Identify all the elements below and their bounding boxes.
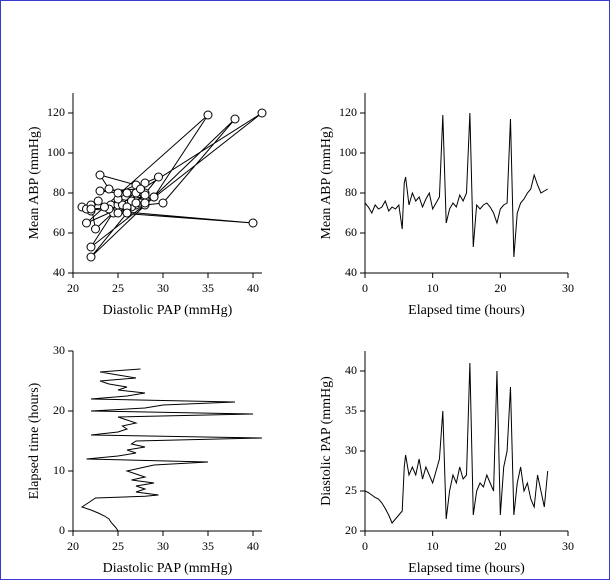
y-tick-label: 40 (53, 265, 65, 279)
y-tick-label: 30 (53, 343, 65, 357)
x-tick-label: 30 (562, 539, 574, 553)
x-axis-label: Diastolic PAP (mmHg) (103, 561, 233, 576)
data-point (257, 108, 267, 118)
data-point (248, 218, 258, 228)
y-tick-label: 80 (345, 185, 357, 199)
y-tick-label: 100 (47, 145, 65, 159)
data-point (122, 188, 132, 198)
y-tick-label: 60 (53, 225, 65, 239)
y-tick-label: 0 (59, 523, 65, 537)
y-tick-label: 30 (345, 443, 357, 457)
x-tick-label: 20 (494, 281, 506, 295)
data-point (149, 192, 159, 202)
y-tick-label: 35 (345, 403, 357, 417)
y-tick-label: 80 (53, 185, 65, 199)
data-point (86, 242, 96, 252)
y-axis-label: Elapsed time (hours) (27, 382, 42, 499)
x-tick-label: 0 (362, 281, 368, 295)
y-tick-label: 40 (345, 265, 357, 279)
data-point (113, 208, 123, 218)
y-tick-label: 120 (339, 105, 357, 119)
x-tick-label: 40 (247, 281, 259, 295)
data-point (131, 198, 141, 208)
data-point (86, 204, 96, 214)
x-axis-label: Elapsed time (hours) (408, 561, 525, 576)
data-point (122, 208, 132, 218)
y-tick-label: 20 (53, 403, 65, 417)
y-tick-label: 20 (345, 523, 357, 537)
data-line (364, 112, 548, 258)
data-line (80, 368, 263, 532)
data-point (158, 198, 168, 208)
data-point (140, 198, 150, 208)
data-point (140, 178, 150, 188)
y-axis-label: Mean ABP (mmHg) (319, 126, 334, 239)
y-tick-label: 100 (339, 145, 357, 159)
x-tick-label: 35 (202, 281, 214, 295)
data-point (100, 202, 109, 212)
data-point (93, 196, 103, 206)
data-point (86, 252, 96, 262)
x-axis-label: Diastolic PAP (mmHg) (103, 303, 233, 318)
data-point (82, 218, 91, 228)
data-point (104, 184, 114, 194)
data-point (113, 188, 123, 198)
data-point (95, 186, 105, 196)
x-tick-label: 0 (362, 539, 368, 553)
data-point (136, 184, 145, 194)
x-tick-label: 30 (562, 281, 574, 295)
data-point (230, 114, 240, 124)
data-point (91, 224, 100, 234)
x-tick-label: 20 (494, 539, 506, 553)
y-axis-label: Mean ABP (mmHg) (27, 126, 42, 239)
x-tick-label: 20 (67, 539, 79, 553)
y-tick-label: 60 (345, 225, 357, 239)
data-point (154, 172, 163, 182)
x-tick-label: 10 (427, 281, 439, 295)
x-tick-label: 30 (157, 281, 169, 295)
data-point (203, 110, 213, 120)
x-tick-label: 10 (427, 539, 439, 553)
y-tick-label: 40 (345, 363, 357, 377)
y-tick-label: 10 (53, 463, 65, 477)
x-tick-label: 25 (112, 281, 124, 295)
y-tick-label: 25 (345, 483, 357, 497)
x-axis-label: Elapsed time (hours) (408, 303, 525, 318)
y-tick-label: 120 (47, 105, 65, 119)
x-tick-label: 25 (112, 539, 124, 553)
x-tick-label: 35 (202, 539, 214, 553)
x-tick-label: 40 (247, 539, 259, 553)
x-tick-label: 20 (67, 281, 79, 295)
x-tick-label: 30 (157, 539, 169, 553)
data-point (95, 170, 105, 180)
y-axis-label: Diastolic PAP (mmHg) (319, 376, 334, 506)
data-line (364, 362, 549, 524)
